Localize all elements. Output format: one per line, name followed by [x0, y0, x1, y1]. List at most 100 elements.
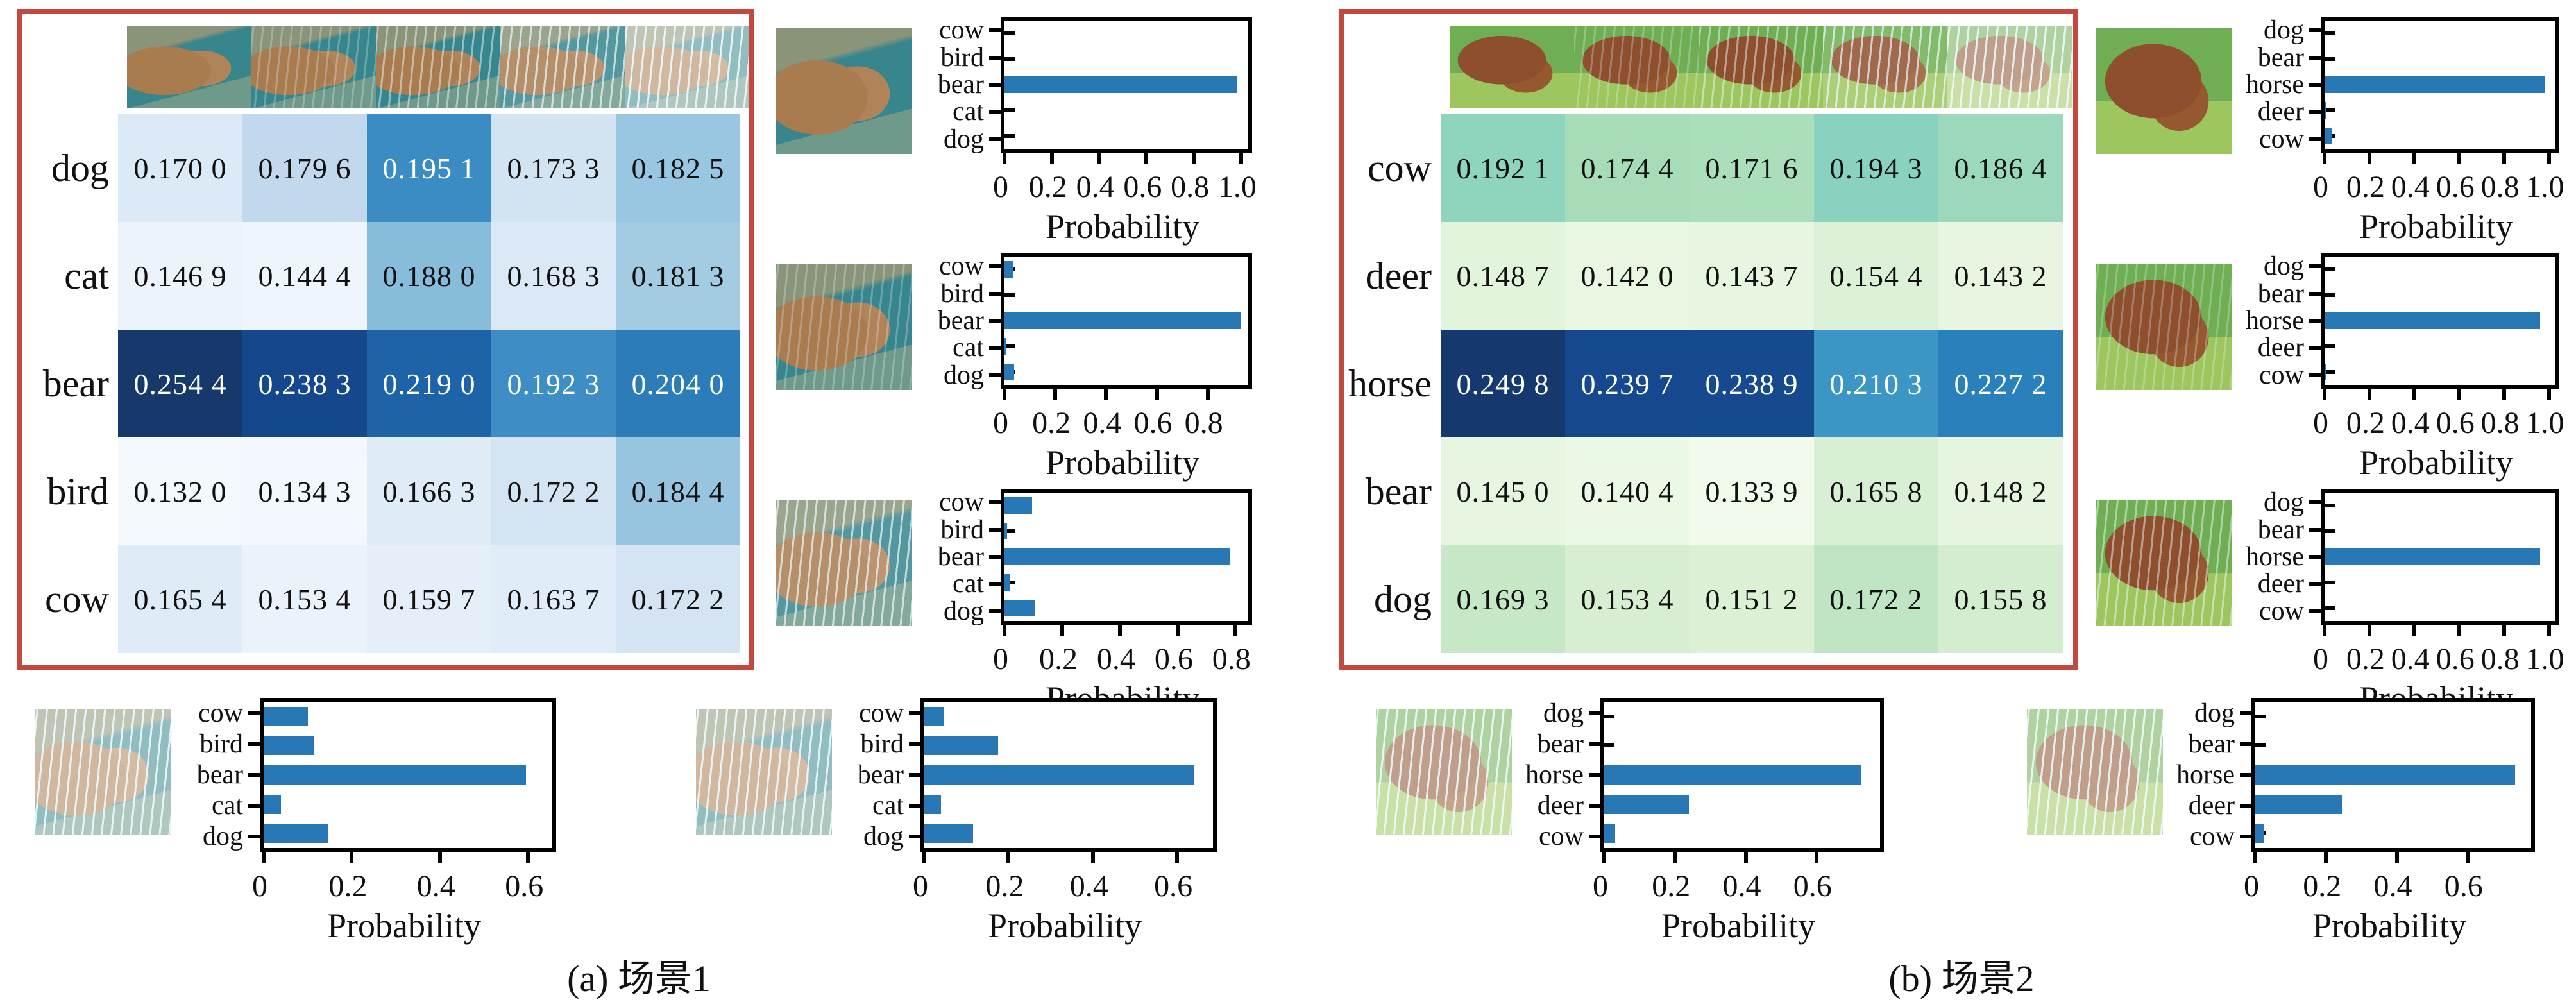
heatmap-cell-bear-4: 0.148 2	[1938, 437, 2063, 545]
xtick-label-0.2: 0.2	[2346, 406, 2385, 440]
x-axis-ticks: 0 0.2 0.4 0.6 0.8	[993, 405, 1244, 443]
heatmap-row-bear: bear 0.145 0 0.140 4 0.133 9 0.165 8 0.148 2	[1351, 437, 2067, 545]
xtick-label-0.8: 0.8	[2480, 642, 2520, 676]
ytick-label-deer: deer	[1522, 790, 1600, 821]
heatmap-cell-bear-3: 0.192 3	[491, 330, 616, 437]
x-axis-ticks: 0 0.2 0.4 0.6 0.8	[993, 641, 1251, 679]
heatmap-cell-dog-3: 0.173 3	[491, 114, 616, 222]
ytick-label-dog: dog	[1522, 698, 1600, 729]
scene2-bar-chart-medium-rain: dogbearhorsedeercow00.20.40.60.81.0Proba…	[2242, 489, 2564, 718]
heatmap-row-dog: dog 0.169 3 0.153 4 0.151 2 0.172 2 0.155 8	[1351, 545, 2067, 653]
scene2-right-block-1: dog bear horse deer cow 0 0.2 0.4 0.6 0.8 1.0 Proba…	[2096, 17, 2564, 246]
ytick-label-bear: bear	[922, 307, 1001, 334]
bar-cat	[924, 794, 942, 814]
ytick-label-cat: cat	[922, 334, 1001, 361]
heatmap-cell-deer-0: 0.148 7	[1441, 222, 1565, 330]
bear-photo-rain-1	[251, 26, 376, 108]
xtick-label-0.4: 0.4	[2373, 869, 2412, 903]
caption-scene2: (b) 场景2	[1888, 958, 2035, 999]
heatmap-row-cow: cow 0.192 1 0.174 4 0.171 6 0.194 3 0.186 4	[1351, 114, 2067, 222]
xtick-label-0.6: 0.6	[1793, 869, 1832, 903]
xtick-label-0.6: 0.6	[2436, 406, 2475, 440]
xtick-label-0.4: 0.4	[2391, 170, 2430, 204]
y-axis-labels: dog bear horse deer cow	[1522, 698, 1600, 852]
xtick-label-0.2: 0.2	[2346, 170, 2385, 204]
x-axis-ticks: 0 0.2 0.4 0.6	[1593, 869, 1876, 906]
ytick-label-dog: dog	[922, 126, 1001, 153]
xtick-label-1.0: 1.0	[2525, 406, 2564, 440]
plot-area	[1001, 489, 1252, 636]
bar-horse	[2325, 312, 2540, 329]
ytick-label-cow: cow	[922, 253, 1001, 280]
xtick-label-0.4: 0.4	[1076, 170, 1115, 204]
scene1-input-image-strip	[127, 26, 749, 108]
ytick-label-deer: deer	[2242, 98, 2321, 125]
xtick-label-0: 0	[2244, 869, 2259, 903]
ytick-label-bear: bear	[2242, 516, 2321, 543]
xtick-label-0.4: 0.4	[416, 869, 455, 903]
xtick-label-0.6: 0.6	[1154, 642, 1193, 676]
heatmap-cell-cat-1: 0.144 4	[242, 222, 367, 330]
xtick-label-0.8: 0.8	[1184, 406, 1223, 440]
x-axis-ticks: 0 0.2 0.4 0.6	[2244, 869, 2527, 906]
xtick-label-0.6: 0.6	[505, 869, 544, 903]
ytick-label-bird: bird	[922, 44, 1001, 71]
heatmap-cell-cat-2: 0.188 0	[367, 222, 491, 330]
scene2-heatmap-frame: cow 0.192 1 0.174 4 0.171 6 0.194 3 0.186 4 de…	[1339, 9, 2078, 670]
xtick-label-0.6: 0.6	[2436, 170, 2475, 204]
horse-photo-rain-2	[1699, 26, 1823, 108]
ytick-label-cow: cow	[2173, 821, 2251, 852]
scene1-bar-chart-storm-right: cow bird bear cat dog 0 0.2 0.4 0.6 Probability	[842, 698, 1217, 946]
ytick-label-cow: cow	[182, 698, 260, 729]
bar-horse	[2325, 76, 2545, 93]
xtick-label-0.2: 0.2	[1032, 406, 1071, 440]
heatmap-cell-bear-0: 0.254 4	[118, 330, 242, 437]
bar-cat	[264, 794, 282, 814]
scene1-bottom-block-2: cow bird bear cat dog 0 0.2 0.4 0.6 Probability	[696, 698, 1217, 946]
row-label-horse: horse	[1348, 362, 1432, 405]
heatmap-cell-dog-0: 0.169 3	[1441, 545, 1565, 653]
bar-horse	[2325, 548, 2540, 565]
heatmap-cell-bird-2: 0.166 3	[367, 437, 491, 545]
ytick-label-dog: dog	[2242, 17, 2321, 44]
xtick-label-0: 0	[1593, 869, 1608, 903]
heatmap-cell-bear-4: 0.204 0	[616, 330, 740, 437]
xtick-label-1.0: 1.0	[1217, 170, 1257, 204]
scene1-bar-chart-heavy-rain: cowbirdbearcatdog00.20.40.60.8Probabilit…	[922, 489, 1252, 718]
heatmap-cell-bear-2: 0.133 9	[1690, 437, 1814, 545]
horse-photo-rain-0	[2096, 28, 2232, 154]
heatmap-row-cat: cat 0.146 9 0.144 4 0.188 0 0.168 3 0.181 3	[28, 222, 743, 330]
plot-area	[1001, 17, 1252, 164]
horse-photo-rain-1	[2096, 264, 2232, 390]
ytick-label-cat: cat	[922, 570, 1001, 597]
xtick-label-0.8: 0.8	[2480, 406, 2520, 440]
scene1-heatmap-frame: dog 0.170 0 0.179 6 0.195 1 0.173 3 0.182 5 ca…	[17, 9, 754, 670]
scene2-bar-chart-storm-left: dog bear horse deer cow 0 0.2 0.4 0.6 Probability	[1522, 698, 1884, 946]
ytick-label-deer: deer	[2173, 790, 2251, 821]
bar-deer	[2325, 102, 2327, 119]
scene2-bar-chart-light-rain: dog bear horse deer cow 0 0.2 0.4 0.6 0.8 1.0 Proba…	[2242, 253, 2564, 482]
x-axis-title: Probability	[2359, 443, 2513, 482]
heatmap-row-deer: deer 0.148 7 0.142 0 0.143 7 0.154 4 0.143 2	[1351, 222, 2067, 330]
y-axis-labels: dog bear horse deer cow	[2173, 698, 2251, 852]
plot-area	[260, 698, 556, 863]
ytick-label-bear: bear	[2173, 729, 2251, 760]
heatmap-cell-horse-0: 0.249 8	[1441, 330, 1565, 437]
bar-bird	[264, 736, 314, 756]
xtick-label-0: 0	[993, 170, 1008, 204]
heatmap-cell-cow-3: 0.163 7	[491, 545, 616, 653]
scene1-bar-chart-clean: cow bird bear cat dog 0 0.2 0.4 0.6 0.8 1.0 Probabi…	[922, 17, 1257, 246]
heatmap-cell-dog-0: 0.170 0	[118, 114, 242, 222]
x-axis-title: Probability	[1046, 443, 1199, 482]
heatmap-row-horse: horse 0.249 8 0.239 7 0.238 9 0.210 3 0.227 2	[1348, 330, 2067, 437]
xtick-label-0.2: 0.2	[1038, 642, 1078, 676]
heatmap-cell-bird-4: 0.184 4	[616, 437, 740, 545]
horse-photo-rain-4	[1376, 709, 1512, 835]
ytick-label-horse: horse	[2242, 543, 2321, 570]
plot-area	[1600, 698, 1884, 863]
ytick-label-horse: horse	[2242, 71, 2321, 98]
ytick-label-cow: cow	[922, 489, 1001, 516]
bar-cow	[1004, 261, 1013, 278]
heatmap-cell-dog-2: 0.151 2	[1690, 545, 1814, 653]
